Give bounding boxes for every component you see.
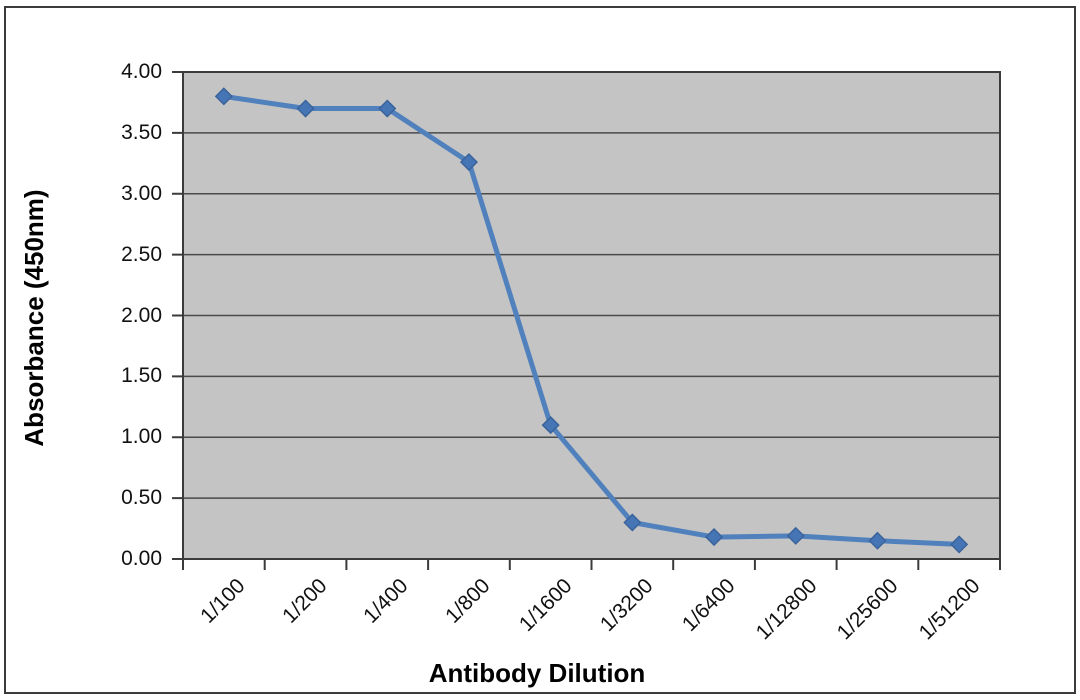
y-axis-tick-label: 1.00 xyxy=(121,425,162,449)
y-axis-tick-label: 4.00 xyxy=(121,60,162,83)
x-axis-title: Antibody Dilution xyxy=(428,658,646,688)
data-point-marker xyxy=(786,526,805,545)
data-point-marker xyxy=(950,535,969,554)
y-axis-tick-label: 3.50 xyxy=(121,120,162,144)
data-point-marker xyxy=(214,87,233,106)
y-axis-tick-label: 2.50 xyxy=(121,242,162,266)
y-axis-tick-label: 0.00 xyxy=(121,547,162,570)
data-point-marker xyxy=(704,528,724,547)
data-point-marker xyxy=(459,153,479,172)
data-point-marker xyxy=(541,416,560,435)
y-axis-title: Absorbance (450nm) xyxy=(19,189,49,447)
series-line xyxy=(221,93,962,547)
y-axis-tick-label: 1.50 xyxy=(121,364,162,388)
data-point-marker xyxy=(623,513,642,532)
data-point-marker xyxy=(296,99,315,118)
data-point-marker xyxy=(868,531,887,550)
y-axis-tick-label: 2.00 xyxy=(121,303,162,327)
data-point-marker xyxy=(378,99,397,118)
y-axis-tick-label: 3.00 xyxy=(121,181,162,205)
y-axis-tick-label: 0.50 xyxy=(121,486,162,510)
